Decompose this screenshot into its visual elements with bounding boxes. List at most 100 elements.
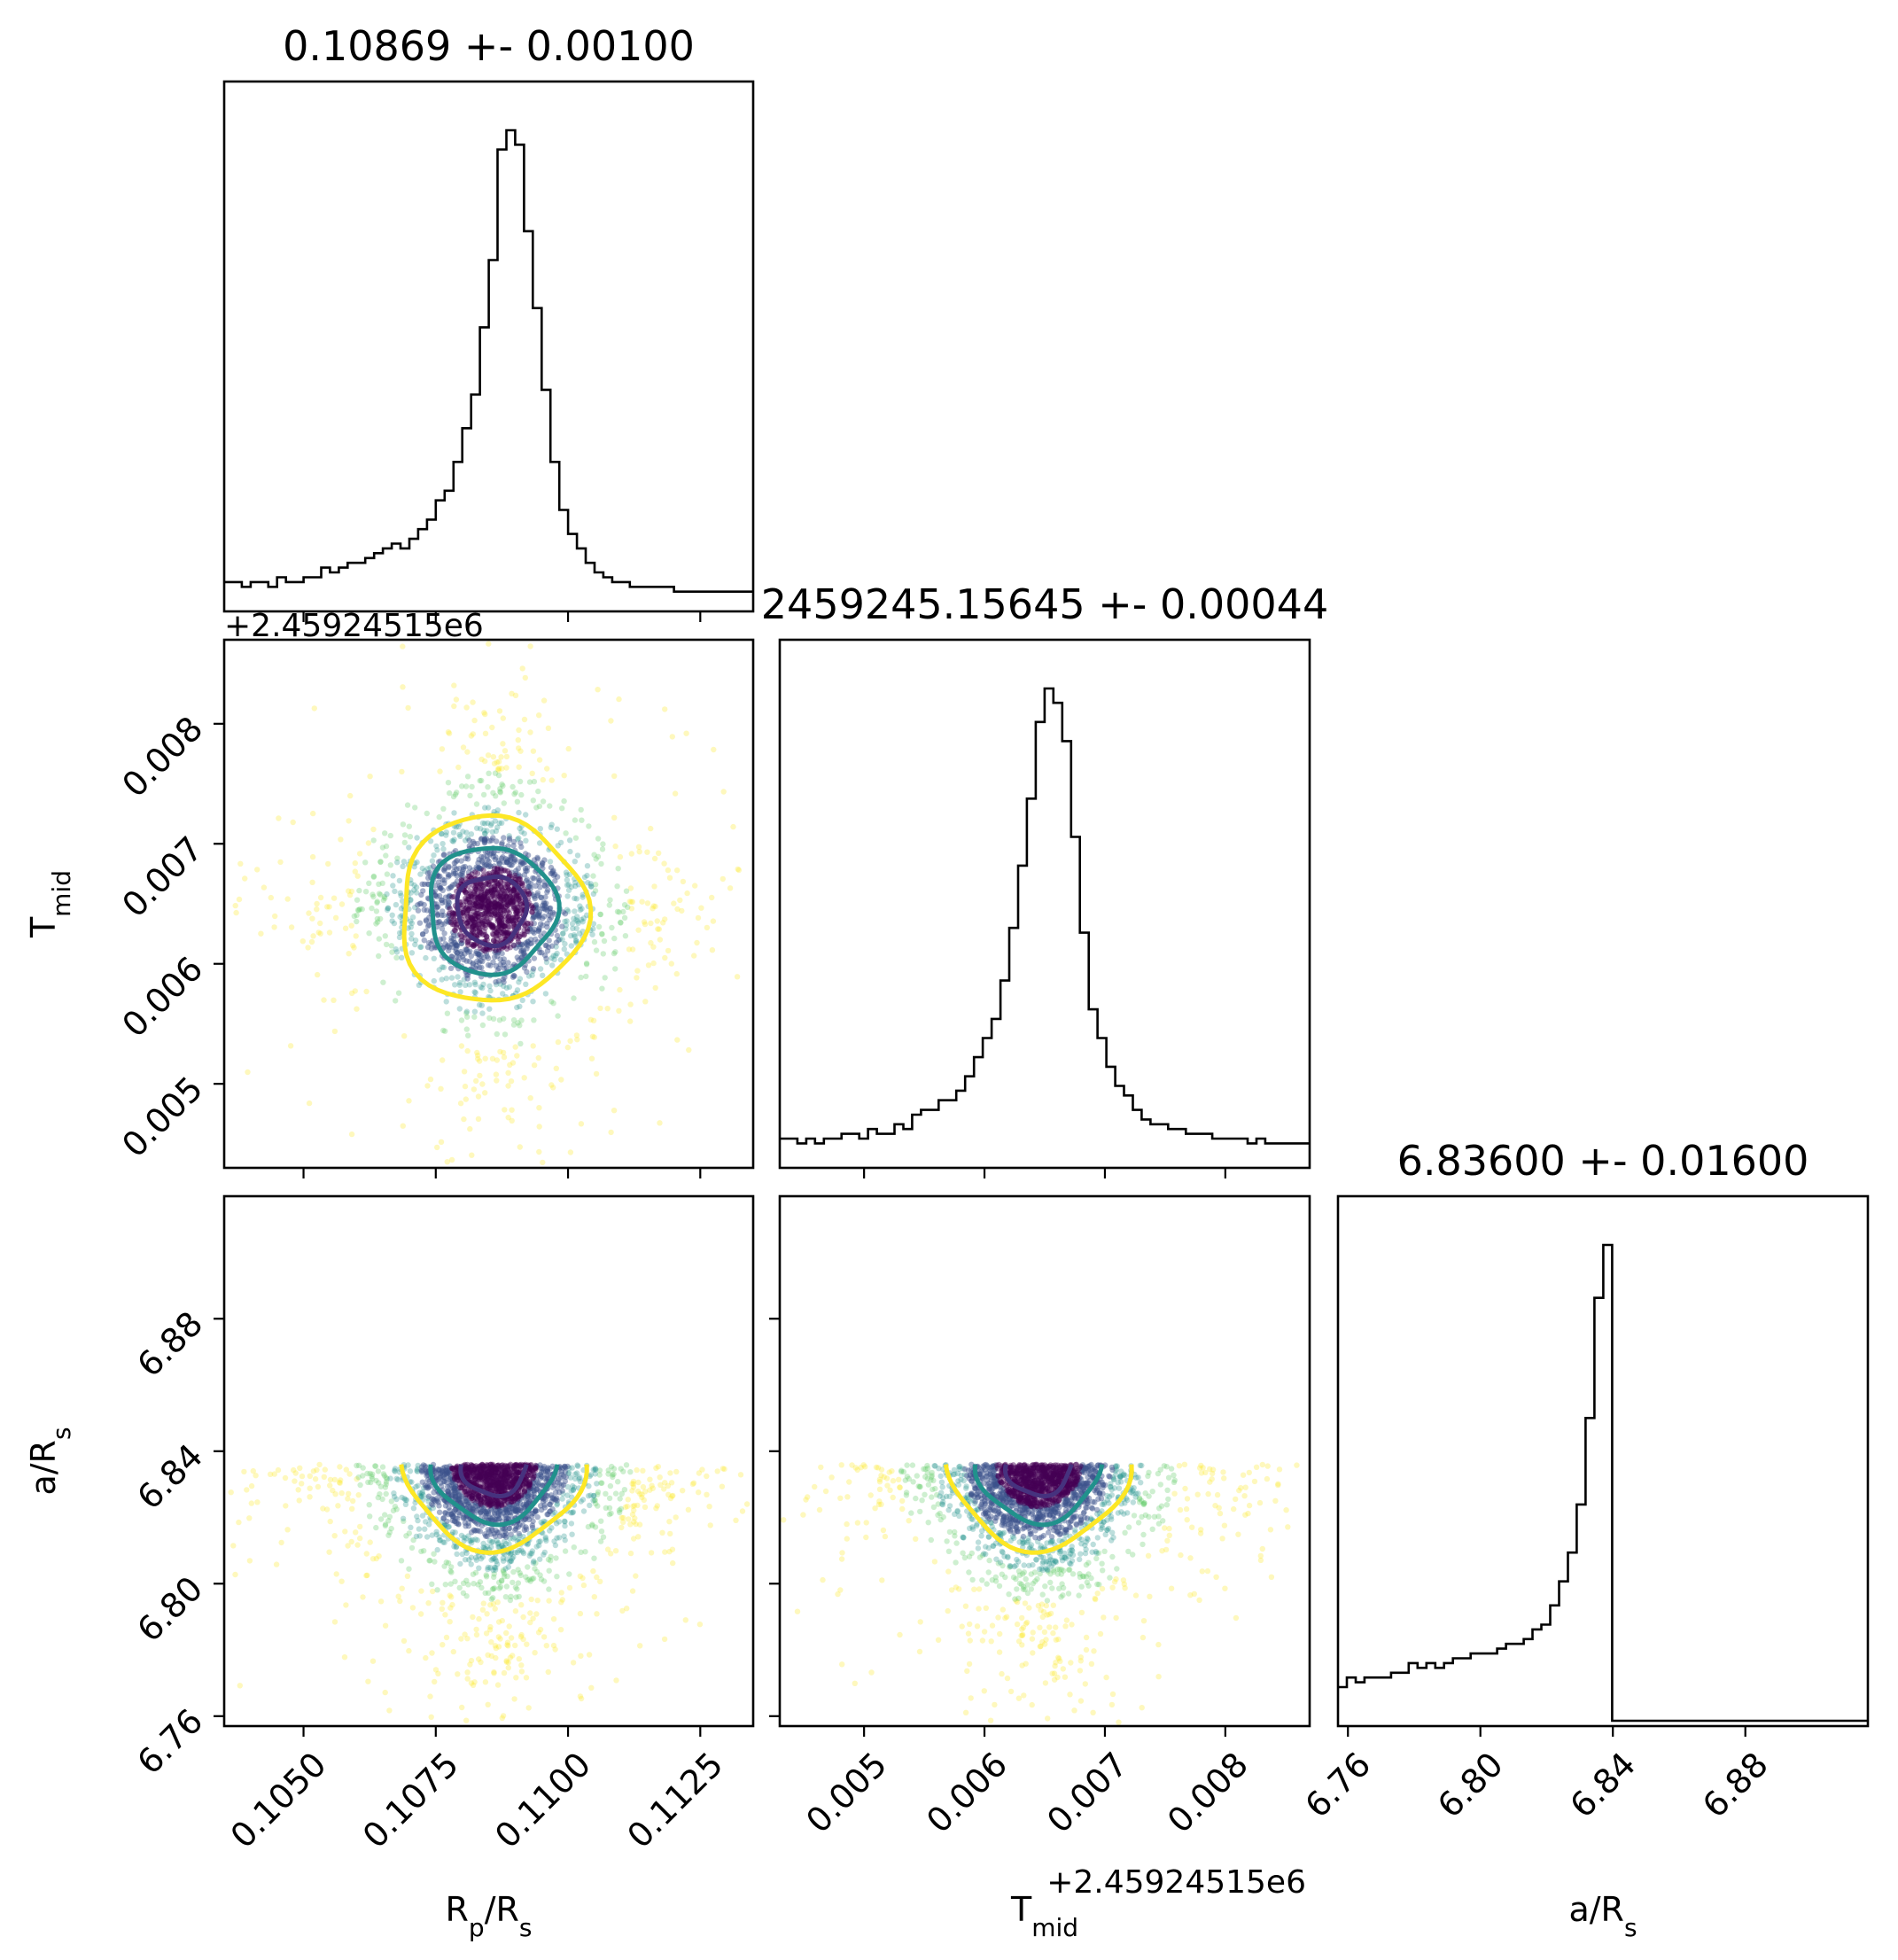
scatter-point [365, 1678, 371, 1684]
scatter-point [1033, 1556, 1039, 1563]
scatter-point [458, 937, 464, 944]
scatter-point [627, 1018, 634, 1024]
scatter-point [433, 904, 439, 910]
scatter-point [479, 984, 486, 992]
scatter-point [463, 1577, 470, 1584]
scatter-point [434, 1144, 440, 1151]
scatter-point [863, 1520, 869, 1526]
scatter-point [551, 956, 557, 963]
scatter-point [585, 1523, 592, 1530]
scatter-point [534, 856, 541, 862]
scatter-point [381, 893, 387, 900]
scatter-point [457, 1560, 463, 1567]
scatter-point [387, 862, 393, 868]
scatter-point [1240, 1472, 1247, 1478]
scatter-point [627, 1550, 634, 1557]
scatter-point [590, 926, 596, 932]
scatter-point [580, 919, 586, 925]
scatter-point [451, 682, 457, 688]
scatter-point [680, 1488, 686, 1494]
scatter-point [612, 1548, 619, 1554]
scatter-point [439, 876, 446, 883]
scatter-point [515, 737, 521, 743]
scatter-point [346, 1471, 353, 1477]
scatter-point [593, 947, 600, 953]
scatter-point [428, 941, 434, 947]
scatter-point [493, 1071, 500, 1077]
scatter-point [447, 965, 455, 972]
scatter-point [595, 687, 601, 693]
scatter-point [1142, 1490, 1148, 1497]
scatter-point [466, 865, 473, 871]
scatter-point [465, 1032, 471, 1038]
scatter-point [668, 961, 674, 967]
scatter-point [1015, 1695, 1023, 1701]
scatter-point [578, 1549, 584, 1556]
scatter-point [408, 880, 415, 887]
scatter-point [379, 1496, 385, 1503]
scatter-point [521, 965, 528, 971]
scatter-point [491, 808, 497, 815]
scatter-point [572, 879, 579, 886]
scatter-point [1023, 1661, 1029, 1667]
scatter-point [436, 918, 443, 925]
scatter-point [479, 1606, 486, 1614]
scatter-point [650, 905, 656, 912]
scatter-point [548, 1525, 555, 1531]
scatter-point [508, 857, 514, 863]
scatter-point [236, 896, 243, 903]
scatter-point [463, 947, 470, 953]
scatter-point [1093, 1555, 1100, 1562]
scatter-point [510, 943, 517, 949]
scatter-point [439, 964, 446, 970]
scatter-point [478, 777, 485, 784]
scatter-point [536, 913, 542, 919]
scatter-point [445, 871, 452, 878]
scatter-point [956, 1586, 962, 1592]
scatter-point [1122, 1529, 1128, 1536]
scatter-point [913, 1536, 919, 1543]
scatter-point [516, 835, 522, 842]
scatter-point [432, 888, 438, 894]
scatter-point [408, 950, 416, 956]
scatter-point [506, 835, 513, 842]
scatter-point [446, 912, 452, 919]
scatter-point [309, 853, 316, 860]
scatter-point [534, 892, 541, 898]
scatter-point [494, 866, 501, 873]
scatter-point [1132, 1592, 1140, 1598]
scatter-point [618, 1524, 625, 1531]
scatter-point [437, 883, 443, 890]
scatter-point [497, 789, 503, 795]
scatter-point [434, 911, 441, 918]
scatter-point [966, 1661, 973, 1668]
scatter-point [467, 792, 473, 799]
scatter-point [531, 904, 537, 910]
scatter-point [1196, 1465, 1203, 1471]
scatter-point [953, 1559, 959, 1566]
scatter-point [408, 918, 414, 924]
scatter-point [471, 1008, 478, 1015]
scatter-point [486, 863, 492, 870]
scatter-point [574, 918, 580, 924]
scatter-point [394, 855, 401, 861]
scatter-point [477, 1579, 484, 1585]
scatter-point [1053, 1624, 1059, 1630]
scatter-point [419, 881, 425, 887]
scatter-point [536, 925, 542, 931]
scatter-point [527, 729, 533, 735]
scatter-point [432, 1678, 438, 1685]
scatter-point [618, 1514, 625, 1521]
scatter-point [996, 1583, 1003, 1590]
scatter-point [480, 981, 486, 988]
scatter-point [491, 849, 497, 856]
scatter-point [528, 921, 534, 927]
scatter-point [567, 848, 573, 855]
scatter-point [554, 1574, 560, 1580]
scatter-point [580, 915, 587, 922]
scatter-point [548, 870, 554, 877]
scatter-point [1047, 1610, 1054, 1617]
scatter-point [351, 913, 357, 920]
scatter-point [720, 789, 727, 795]
scatter-point [431, 955, 437, 962]
